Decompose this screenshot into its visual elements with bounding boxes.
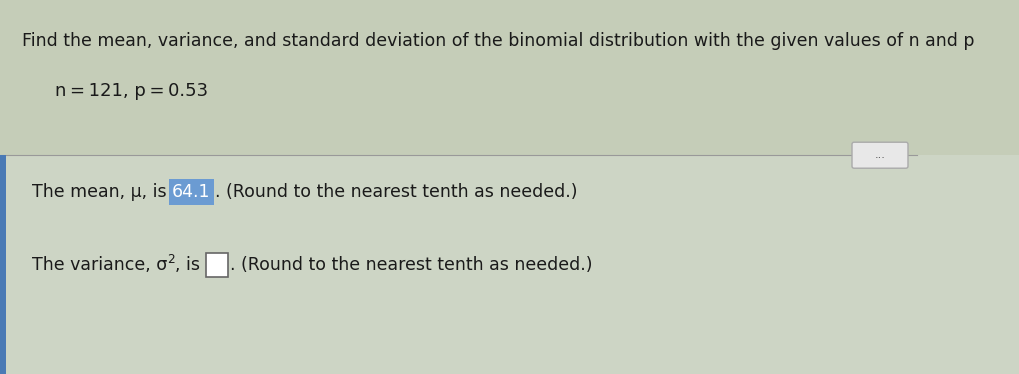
Bar [0,155,1019,374]
Text: Find the mean, variance, and standard deviation of the binomial distribution wit: Find the mean, variance, and standard de… [22,32,974,50]
Text: 2: 2 [167,253,175,266]
Bar [206,253,227,277]
Text: , is: , is [175,256,206,274]
Text: . (Round to the nearest tenth as needed.): . (Round to the nearest tenth as needed.… [215,183,577,201]
Text: 64.1: 64.1 [172,183,211,201]
FancyBboxPatch shape [852,142,908,168]
Text: n = 121, p = 0.53: n = 121, p = 0.53 [55,82,208,100]
Text: The variance, σ: The variance, σ [32,256,167,274]
Text: The mean, μ, is: The mean, μ, is [32,183,172,201]
Bar [0,0,1019,155]
Text: ...: ... [874,150,886,160]
Bar [169,179,214,205]
Text: . (Round to the nearest tenth as needed.): . (Round to the nearest tenth as needed.… [229,256,592,274]
Bar [0,155,6,374]
